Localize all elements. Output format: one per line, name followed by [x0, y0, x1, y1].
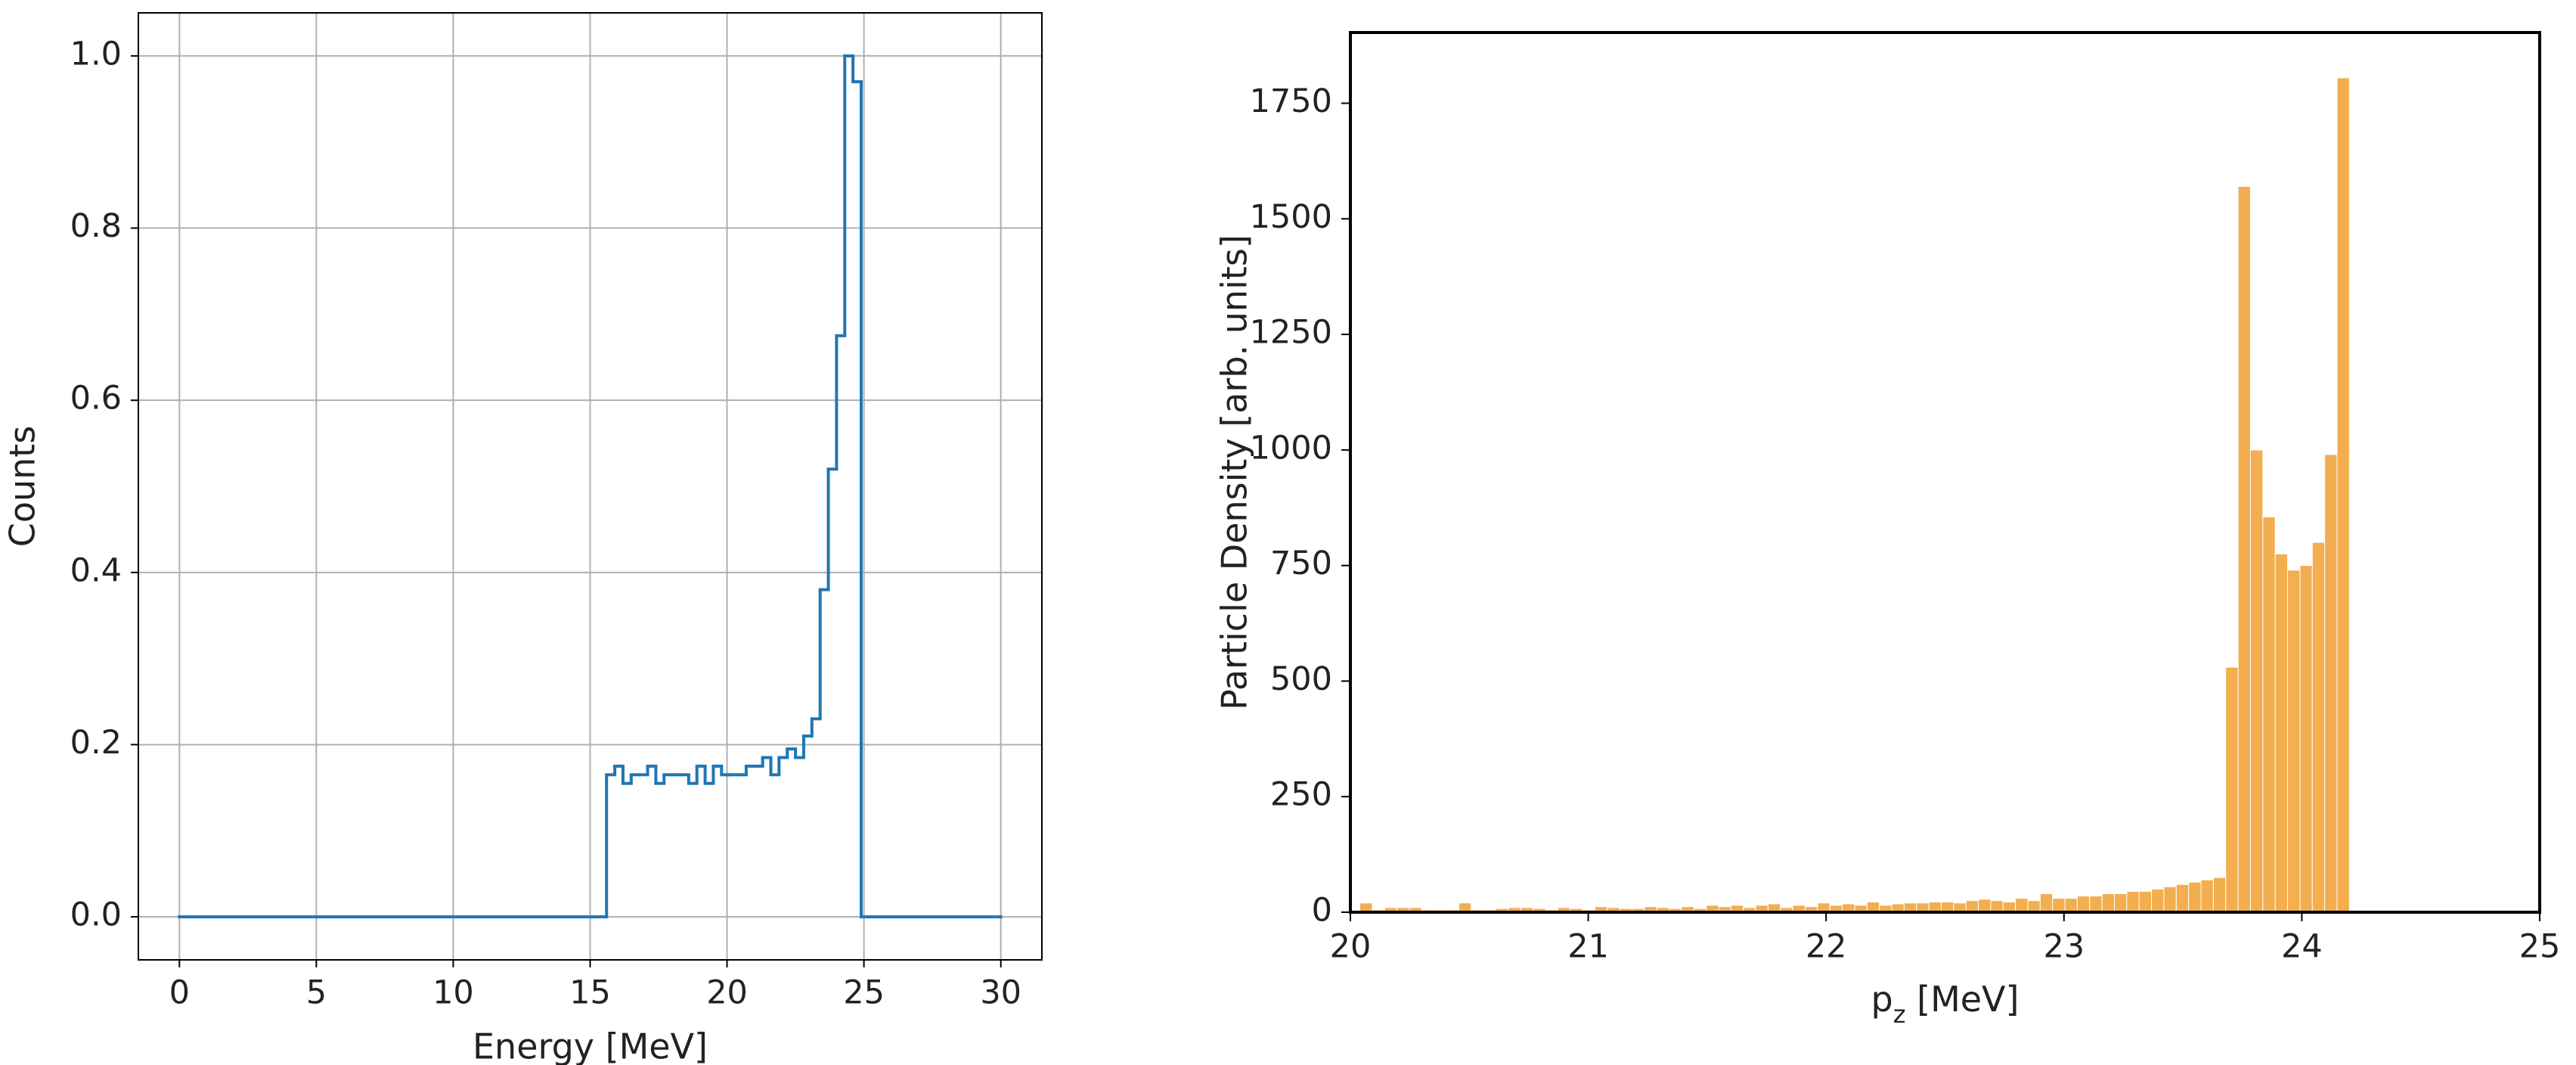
bar [1978, 899, 1992, 913]
bar [2225, 666, 2239, 913]
bar [2151, 888, 2165, 913]
bar [2076, 896, 2091, 913]
bar [2039, 893, 2054, 913]
bar [1928, 902, 1942, 913]
bar [2113, 893, 2128, 913]
bar [2138, 890, 2153, 913]
bar [2249, 449, 2264, 913]
bar [2027, 900, 2041, 913]
bar [2052, 898, 2066, 913]
bar [2163, 886, 2177, 913]
x-axis-label-part: p [1871, 979, 1893, 1020]
bar [2336, 77, 2350, 913]
bar [2274, 553, 2289, 913]
bar [2262, 516, 2276, 913]
y-tick-label: 0 [1312, 892, 1332, 930]
bar [2015, 898, 2029, 913]
bar [2324, 454, 2338, 913]
x-axis-label-part: [MeV] [1906, 979, 2020, 1020]
bar [2237, 186, 2251, 913]
y-axis-label: Counts [2, 426, 43, 548]
bar [1965, 900, 1979, 913]
bar [1866, 902, 1880, 913]
bar [2064, 898, 2078, 913]
y-tick-label: 500 [1270, 660, 1332, 698]
bar [2089, 896, 2103, 913]
plot-frame [1349, 31, 2541, 914]
y-tick-label: 0.4 [70, 551, 122, 589]
bar [2101, 893, 2115, 913]
chart: 0 5 10 15 20 25 30 0.0 0.2 0.4 0.6 0.8 1.0 Energy [Me… [2, 12, 1043, 1065]
x-tick-label: 25 [843, 974, 885, 1012]
x-tick-label: 15 [569, 974, 611, 1012]
x-tick-label: 5 [306, 974, 327, 1012]
plot-frame [138, 12, 1043, 961]
x-tick-label: 25 [2519, 928, 2561, 966]
y-tick-label: 1750 [1250, 82, 1332, 120]
y-tick-label: 0.0 [70, 896, 122, 934]
y-tick-label: 0.8 [70, 207, 122, 245]
x-axis-label-part: z [1893, 1000, 1906, 1029]
bar [2299, 565, 2313, 913]
x-tick-label: 0 [169, 974, 190, 1012]
bar [2126, 890, 2140, 913]
bar [2212, 877, 2227, 913]
x-axis-label: Energy [MeV] [473, 1026, 708, 1065]
x-tick-label: 22 [1806, 928, 1847, 966]
bar [1990, 900, 2004, 913]
y-tick-label: 1000 [1250, 429, 1332, 467]
x-tick-label: 21 [1567, 928, 1609, 966]
y-tick-label: 750 [1270, 545, 1332, 582]
x-tick-label: 20 [1330, 928, 1372, 966]
bar [2200, 879, 2214, 913]
bar [2311, 542, 2326, 913]
x-tick-label: 30 [980, 974, 1021, 1012]
bar [2002, 902, 2016, 913]
x-tick-label: 23 [2043, 928, 2085, 966]
y-tick-label: 1500 [1250, 198, 1332, 236]
y-tick-label: 1.0 [70, 35, 122, 73]
y-tick-label: 0.2 [70, 724, 122, 762]
x-tick-label: 20 [706, 974, 748, 1012]
bar [1940, 902, 1954, 913]
x-axis-label: pz [MeV] [1871, 979, 2020, 1029]
y-tick-label: 250 [1270, 776, 1332, 814]
bar [2287, 570, 2301, 913]
y-tick-label: 1250 [1250, 314, 1332, 352]
bar [2175, 883, 2190, 913]
y-tick-label: 0.6 [70, 380, 122, 418]
chart: 20 21 22 23 24 2502505007501000125015001750pz… [1214, 31, 2561, 1029]
x-tick-label: 10 [432, 974, 474, 1012]
x-tick-label: 24 [2281, 928, 2323, 966]
y-axis-label: Particle Density [arb. units] [1214, 234, 1255, 710]
bar [2188, 881, 2202, 913]
